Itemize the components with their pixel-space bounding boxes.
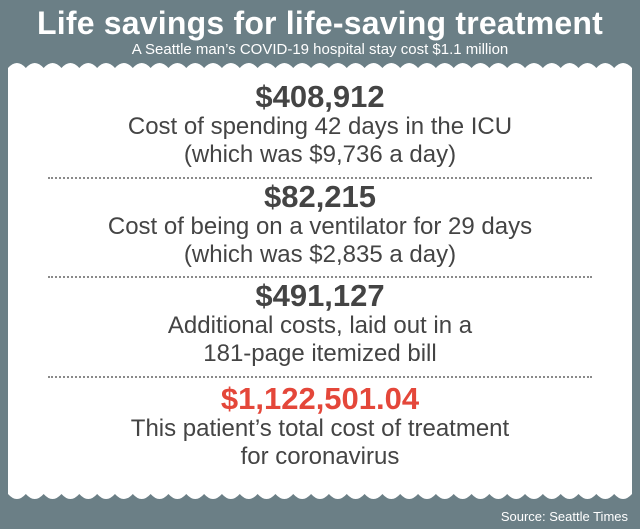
cost-detail-icu: (which was $9,736 a day) <box>183 141 457 168</box>
cost-amount-icu: $408,912 <box>255 79 385 114</box>
divider <box>48 376 592 378</box>
cost-detail-ventilator: (which was $2,835 a day) <box>183 241 457 268</box>
cost-item-ventilator: $82,215 Cost of being on a ventilator fo… <box>28 180 612 269</box>
total-cost-amount: $1,122,501.04 <box>220 381 420 416</box>
total-cost-description: This patient’s total cost of treatment <box>130 415 510 442</box>
source-credit: Source: Seattle Times <box>500 509 628 524</box>
cost-description-icu: Cost of spending 42 days in the ICU <box>127 113 513 140</box>
infographic-subtitle: A Seattle man’s COVID-19 hospital stay c… <box>131 41 509 58</box>
receipt-paper <box>8 63 632 499</box>
cost-amount-additional: $491,127 <box>255 278 385 313</box>
cost-item-total: $1,122,501.04 This patient’s total cost … <box>28 382 612 471</box>
receipt-panel: $408,912 Cost of spending 42 days in the… <box>8 60 632 502</box>
infographic-title: Life savings for life-saving treatment <box>37 5 603 41</box>
cost-item-icu: $408,912 Cost of spending 42 days in the… <box>28 80 612 169</box>
cost-description-ventilator: Cost of being on a ventilator for 29 day… <box>107 213 533 240</box>
cost-item-additional: $491,127 Additional costs, laid out in a… <box>28 279 612 368</box>
total-cost-detail: for coronavirus <box>240 443 400 470</box>
divider <box>48 276 592 278</box>
cost-detail-additional: 181-page itemized bill <box>203 340 437 367</box>
divider <box>48 177 592 179</box>
cost-description-additional: Additional costs, laid out in a <box>167 312 473 339</box>
cost-amount-ventilator: $82,215 <box>263 179 377 214</box>
